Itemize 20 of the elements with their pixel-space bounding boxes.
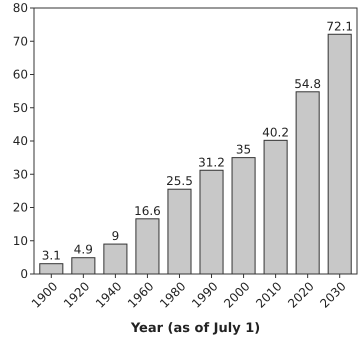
data-label: 25.5 <box>166 174 193 188</box>
y-tick-label: 20 <box>12 200 28 215</box>
y-tick-label: 0 <box>20 267 28 282</box>
y-tick-label: 30 <box>12 167 28 182</box>
data-label: 40.2 <box>262 125 289 140</box>
data-label: 16.6 <box>134 204 161 218</box>
y-tick-label: 50 <box>12 100 28 115</box>
data-label: 72.1 <box>326 19 354 34</box>
y-tick-label: 80 <box>12 1 28 16</box>
y-tick-label: 10 <box>12 234 28 248</box>
y-tick-label: 60 <box>12 68 28 82</box>
x-axis-title: Year (as of July 1) <box>130 321 260 336</box>
y-tick-label: 40 <box>12 134 28 148</box>
data-label: 9 <box>112 229 120 244</box>
data-label: 3.1 <box>42 248 61 263</box>
y-tick-label: 70 <box>12 34 28 48</box>
data-label: 31.2 <box>198 155 225 170</box>
data-label: 4.9 <box>74 242 93 257</box>
data-label: 54.8 <box>294 76 322 91</box>
data-label: 35 <box>236 142 252 157</box>
